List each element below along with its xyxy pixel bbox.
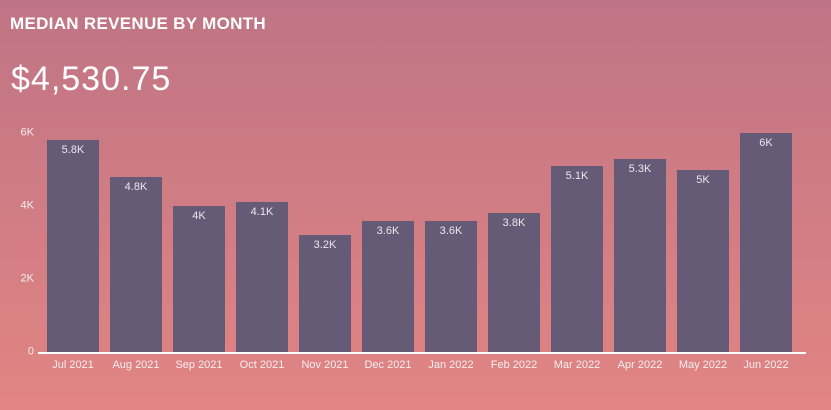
bar-value-label: 6K <box>759 137 773 149</box>
bar-oct-2021[interactable]: 4.1K <box>236 202 288 352</box>
bar-dec-2021[interactable]: 3.6K <box>362 220 414 352</box>
bar-value-label: 3.2K <box>313 239 337 252</box>
x-tick-may-2022: May 2022 <box>678 359 728 371</box>
chart-title: MEDIAN REVENUE BY MONTH <box>10 14 266 33</box>
x-tick-mar-2022: Mar 2022 <box>553 359 601 371</box>
bar-value-label: 3.8K <box>502 217 526 230</box>
bar-chart: 0 2K 4K 6K 5.8K 4.8K 4K 4.1K 3.2K 3.6K 3.6K 3.8K 5.… <box>0 127 831 383</box>
bar-value-label: 5K <box>696 173 710 186</box>
y-axis: 0 2K 4K 6K <box>0 127 34 357</box>
y-tick-0: 0 <box>27 345 34 358</box>
bar-aug-2021[interactable]: 4.8K <box>110 176 162 352</box>
bar-value-label: 3.6K <box>439 224 463 237</box>
bar-may-2022[interactable]: 5K <box>677 169 729 352</box>
y-tick-2k: 2K <box>20 272 34 285</box>
bar-jun-2022[interactable]: 6K <box>740 133 792 352</box>
bar-feb-2022[interactable]: 3.8K <box>488 213 540 352</box>
y-tick-6k: 6K <box>20 126 34 139</box>
bar-jul-2021[interactable]: 5.8K <box>47 140 99 352</box>
plot-area: 5.8K 4.8K 4K 4.1K 3.2K 3.6K 3.6K 3.8K 5.1K 5.3K 5K… <box>38 133 806 354</box>
bar-value-label: 5.1K <box>565 169 589 182</box>
bar-apr-2022[interactable]: 5.3K <box>614 158 666 352</box>
bar-value-label: 4.1K <box>250 206 274 219</box>
bar-mar-2022[interactable]: 5.1K <box>551 165 603 352</box>
x-tick-aug-2021: Aug 2021 <box>112 359 160 371</box>
x-tick-dec-2021: Dec 2021 <box>364 359 412 371</box>
x-tick-sep-2021: Sep 2021 <box>175 359 223 371</box>
bar-jan-2022[interactable]: 3.6K <box>425 220 477 352</box>
x-tick-jan-2022: Jan 2022 <box>428 359 474 371</box>
bar-nov-2021[interactable]: 3.2K <box>299 235 351 352</box>
x-tick-jul-2021: Jul 2021 <box>52 359 94 371</box>
bar-value-label: 5.8K <box>61 144 85 157</box>
median-revenue-kpi-value: $4,530.75 <box>11 60 172 98</box>
bar-value-label: 3.6K <box>376 224 400 237</box>
x-tick-jun-2022: Jun 2022 <box>743 359 789 371</box>
x-axis: Jul 2021 Aug 2021 Sep 2021 Oct 2021 Nov 2021… <box>38 359 792 372</box>
x-tick-apr-2022: Apr 2022 <box>617 359 663 371</box>
x-tick-oct-2021: Oct 2021 <box>239 359 285 371</box>
bar-value-label: 5.3K <box>628 162 652 175</box>
bar-value-label: 4.8K <box>124 180 148 193</box>
x-tick-feb-2022: Feb 2022 <box>490 359 538 371</box>
bar-value-label: 4K <box>192 210 206 222</box>
x-tick-nov-2021: Nov 2021 <box>301 359 349 371</box>
y-tick-4k: 4K <box>20 199 34 212</box>
bar-sep-2021[interactable]: 4K <box>173 206 225 352</box>
